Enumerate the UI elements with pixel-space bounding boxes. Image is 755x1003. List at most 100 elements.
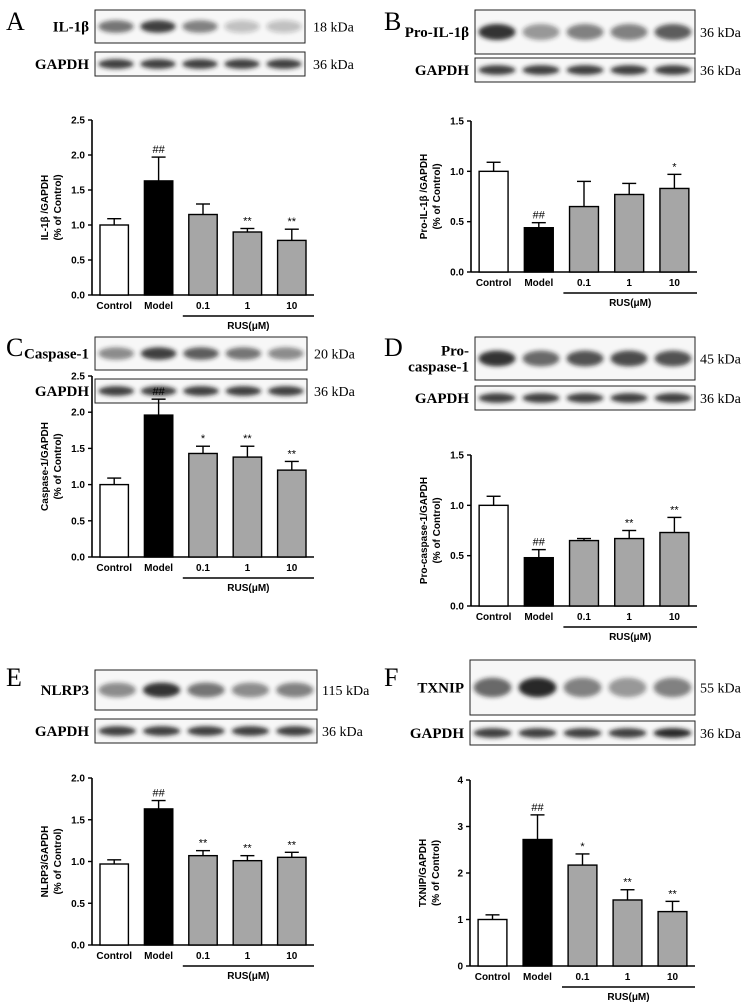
y-tick-label: 4 [457,776,463,787]
x-tick-label: Model [524,612,553,623]
y-tick-label: 1 [457,915,463,926]
blot-band [182,20,218,33]
bar [478,170,509,273]
panel-d: D Pro-caspase-1 45 kDa GAPDH 36 kDa 0.0 0.5 1.0… [384,333,742,643]
bar [523,556,554,607]
blot-band [98,20,134,33]
blot-gapdh: GAPDH 36 kDa [415,385,742,411]
blot-band [225,386,262,396]
panel-e: E NLRP3 115 kDa GAPDH 36 kDa 0.0 0.5 1.0 1.5 2.0 N… [6,663,370,982]
bar [477,918,508,967]
y-tick-label: 1.5 [450,451,464,462]
group-label: RUS(μM) [227,971,269,982]
bar-chart: 0.0 0.5 1.0 1.5 Pro-IL-1β /GAPDH (% of Contro… [419,117,697,309]
blot-gapdh: GAPDH 36 kDa [35,51,355,77]
panel-letter: A [6,7,25,36]
blot-band [654,393,692,403]
y-tick-label: 0 [457,962,463,973]
y-tick-label: 1.0 [71,857,85,868]
blot-band [563,677,602,698]
bar [523,227,554,273]
bar [143,808,174,946]
blot-band [224,59,260,69]
y-axis-label: IL-1β /GAPDH [40,175,51,241]
bar [188,854,218,946]
blot-band [98,682,136,698]
blot-kda-label: 18 kDa [313,21,355,36]
blot-band [98,347,135,360]
blot-kda-label: 36 kDa [700,727,742,742]
y-tick-label: 0.5 [450,217,464,228]
blot-band [654,350,692,367]
bar [143,414,174,558]
y-tick-label: 0.0 [71,291,85,302]
group-label: RUS(μM) [227,321,269,332]
blot-kda-label: 36 kDa [314,385,356,400]
x-tick-label: Control [96,301,132,312]
x-tick-label: 1 [245,563,251,574]
significance-marker: ## [152,386,165,398]
bar-chart: 0 1 2 3 4 TXNIP/GAPDH (% of Control) Control ## M… [418,776,695,1003]
significance-marker: ** [288,448,297,460]
blot-band [608,677,647,698]
y-tick-label: 0.0 [71,553,85,564]
blot-kda-label: 115 kDa [322,684,370,699]
y-axis-label: Pro-IL-1β /GAPDH [419,154,430,240]
blot-band [266,59,302,69]
bar [659,187,690,273]
bar [614,193,645,273]
blot-protein-label: GAPDH [35,724,89,740]
bar [478,504,509,607]
x-tick-label: Control [476,612,512,623]
blot-band [610,65,648,75]
blot-band [518,677,557,698]
y-tick-label: 1.5 [71,186,85,197]
blot-kda-label: 55 kDa [700,682,742,697]
blot-band [522,65,560,75]
blot-band [608,728,647,738]
blot-target: NLRP3 115 kDa [41,669,370,711]
blot-band [610,393,648,403]
blot-band [183,386,219,396]
bar [568,205,600,273]
blot-band [566,65,604,75]
blot-band [566,393,604,403]
x-tick-label: Control [475,972,511,983]
bar [568,539,600,607]
blot-gapdh: GAPDH 36 kDa [415,57,742,83]
x-tick-label: 1 [626,612,632,623]
significance-marker: ** [625,518,634,530]
x-tick-label: Control [96,563,132,574]
panel-letter: D [384,333,403,362]
blot-protein-label: NLRP3 [41,683,89,699]
y-tick-label: 2.0 [71,151,85,162]
x-tick-label: 0.1 [196,951,210,962]
blot-band [266,20,302,33]
blot-band [563,728,602,738]
group-label: RUS(μM) [227,583,269,594]
blot-band [231,726,270,736]
significance-marker: ** [243,433,252,445]
x-tick-label: 1 [245,951,251,962]
y-tick-label: 1.0 [71,221,85,232]
blot-protein-label: IL-1β [53,20,89,36]
panel-c: C Caspase-1 20 kDa GAPDH 36 kDa 0.0 0.5 1.0 1.5 2… [6,333,356,594]
blot-band [566,350,604,367]
bar [99,224,130,296]
blot-band [267,347,304,360]
bar [232,859,263,946]
x-tick-label: 10 [669,278,681,289]
x-tick-label: Model [144,301,173,312]
blot-gapdh: GAPDH 36 kDa [410,720,742,746]
blot-kda-label: 36 kDa [313,58,355,73]
y-axis-label: Caspase-1/GAPDH [40,422,51,511]
blot-band [140,386,177,396]
bar-chart: 0.0 0.5 1.0 1.5 2.0 2.5 IL-1β /GAPDH (% of Cont… [40,116,314,332]
blot-kda-label: 36 kDa [700,64,742,79]
x-tick-label: 0.1 [196,563,210,574]
blot-target: Pro-caspase-1 45 kDa [408,336,742,381]
blot-target: IL-1β 18 kDa [53,9,355,44]
y-axis-label: (% of Control) [432,497,443,563]
bar-chart: 0.0 0.5 1.0 1.5 Pro-caspase-1/GAPDH (% of Con… [419,451,697,643]
